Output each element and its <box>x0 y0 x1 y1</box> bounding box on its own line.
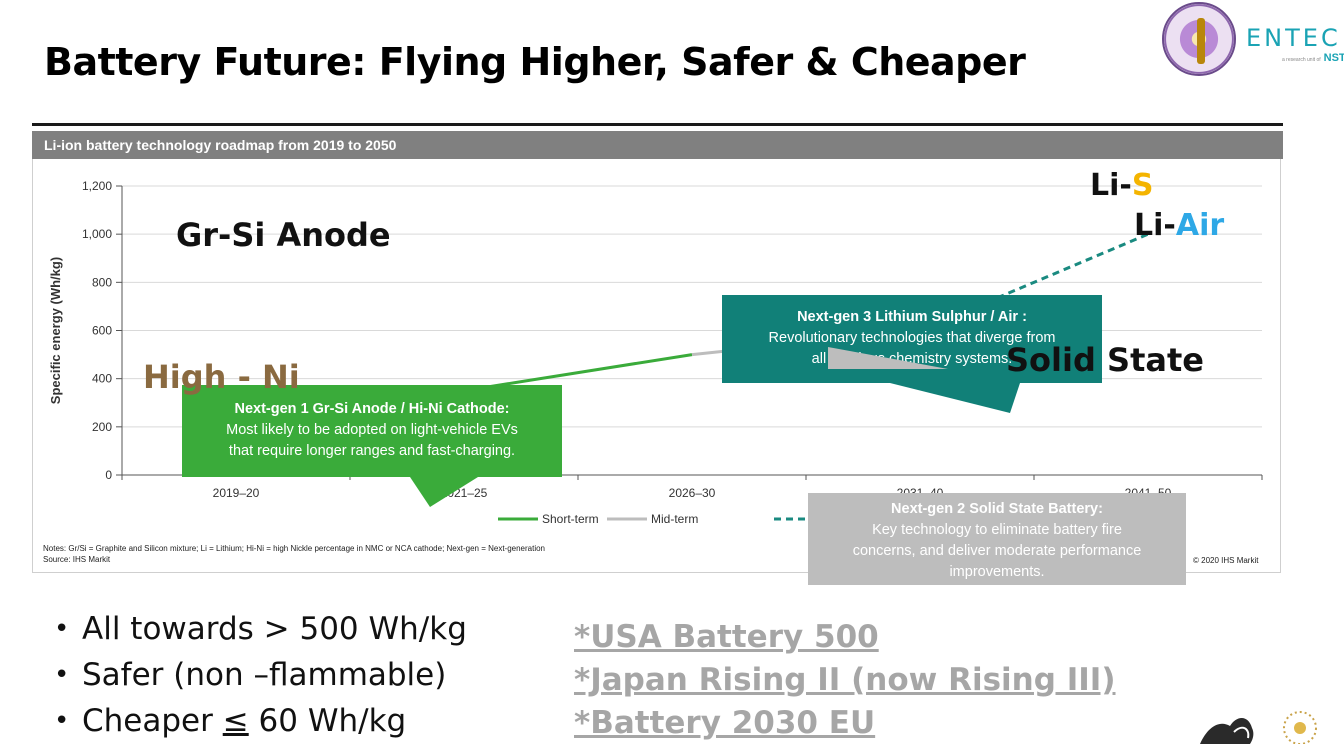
roadmap-figure: Li-ion battery technology roadmap from 2… <box>32 123 1283 585</box>
notes-text: Notes: Gr/Si = Graphite and Silicon mixt… <box>43 544 546 553</box>
link-usa-battery-500[interactable]: *USA Battery 500 <box>574 619 879 655</box>
callout-next-gen-1-pointer <box>410 477 478 507</box>
bullet-dot-icon: • <box>54 660 70 690</box>
link-japan-rising[interactable]: *Japan Rising II (now Rising III) <box>574 662 1116 698</box>
callout-next-gen-1-title: Next-gen 1 Gr-Si Anode / Hi-Ni Cathode: <box>234 401 510 417</box>
y-tick-label: 200 <box>92 420 112 434</box>
x-tick-label: 2019–20 <box>213 486 260 500</box>
label-li-air-accent: Air <box>1175 208 1225 243</box>
x-tick-label: 2026–30 <box>669 486 716 500</box>
bullet-cost-symbol: ≤ <box>222 703 249 739</box>
entec-logo: ENTEC a research unit ofNSTDA <box>1162 2 1344 78</box>
decorative-corner-art-icon <box>1200 711 1317 744</box>
callout-next-gen-2-pointer <box>828 347 948 369</box>
callout-next-gen-3-pointer <box>890 383 1020 413</box>
label-li-air: Li-Air <box>1134 208 1224 243</box>
figure-notes: Notes: Gr/Si = Graphite and Silicon mixt… <box>43 543 545 565</box>
bullet-cost-value: 60 Wh/kg <box>248 703 407 739</box>
slide-title: Battery Future: Flying Higher, Safer & C… <box>44 40 1026 84</box>
label-gr-si-anode: Gr-Si Anode <box>176 216 391 254</box>
y-tick-label: 400 <box>92 372 112 386</box>
callout-next-gen-2-title: Next-gen 2 Solid State Battery: <box>891 501 1103 517</box>
y-tick-label: 800 <box>92 275 112 289</box>
callout-next-gen-1-line2: that require longer ranges and fast-char… <box>228 443 516 459</box>
figure-header: Li-ion battery technology roadmap from 2… <box>32 131 1283 159</box>
bullet-energy: • All towards > 500 Wh/kg <box>54 606 467 652</box>
bullet-safety: • Safer (non –flammable) <box>54 652 467 698</box>
bullet-cost-text: Cheaper <box>82 703 223 739</box>
callout-next-gen-3-line1: Revolutionary technologies that diverge … <box>768 330 1056 346</box>
bullet-safety-text: Safer (non –flammable) <box>82 657 447 693</box>
callout-next-gen-3-title: Next-gen 3 Lithium Sulphur / Air : <box>797 309 1027 325</box>
y-tick-label: 1,000 <box>82 227 112 241</box>
program-links: *USA Battery 500 *Japan Rising II (now R… <box>574 616 1116 745</box>
bullet-energy-text: All towards > 500 Wh/kg <box>82 611 467 647</box>
label-solid-state: Solid State <box>1006 341 1204 379</box>
label-li-s-prefix: Li- <box>1090 168 1132 203</box>
label-li-s: Li-S <box>1090 168 1153 203</box>
university-seal-icon <box>1162 2 1236 76</box>
y-tick-label: 0 <box>105 468 112 482</box>
copyright-text: © 2020 IHS Markit <box>1193 556 1259 565</box>
label-high-ni: High - Ni <box>143 358 300 396</box>
callout-next-gen-1: Next-gen 1 Gr-Si Anode / Hi-Ni Cathode: … <box>182 385 562 477</box>
logo-subtitle: a research unit ofNSTDA <box>1282 52 1344 64</box>
legend-label: Short-term <box>542 512 599 526</box>
figure-divider <box>32 123 1283 126</box>
callout-next-gen-2-line1: Key technology to eliminate battery fire <box>872 522 1122 538</box>
bullet-dot-icon: • <box>54 614 70 644</box>
link-battery-2030-eu[interactable]: *Battery 2030 EU <box>574 705 876 741</box>
bullet-dot-icon: • <box>54 706 70 736</box>
y-tick-label: 1,200 <box>82 179 112 193</box>
bullet-list: • All towards > 500 Wh/kg • Safer (non –fl… <box>54 606 467 744</box>
label-li-s-accent: S <box>1131 168 1154 203</box>
callout-next-gen-2: Next-gen 2 Solid State Battery: Key tech… <box>808 493 1186 585</box>
y-tick-label: 600 <box>92 324 112 338</box>
source-text: Source: IHS Markit <box>43 555 111 564</box>
logo-wordmark: ENTEC <box>1246 24 1341 52</box>
plot-frame <box>32 159 1281 573</box>
legend-label: Mid-term <box>651 512 698 526</box>
callout-next-gen-2-line2: concerns, and deliver moderate performan… <box>852 543 1142 559</box>
callout-next-gen-2-line3: improvements. <box>949 564 1045 580</box>
label-li-air-prefix: Li- <box>1134 208 1176 243</box>
callout-next-gen-1-line1: Most likely to be adopted on light-vehic… <box>226 422 518 438</box>
y-axis-label: Specific energy (Wh/kg) <box>48 257 63 404</box>
bullet-cost: • Cheaper ≤ 60 Wh/kg <box>54 698 467 744</box>
